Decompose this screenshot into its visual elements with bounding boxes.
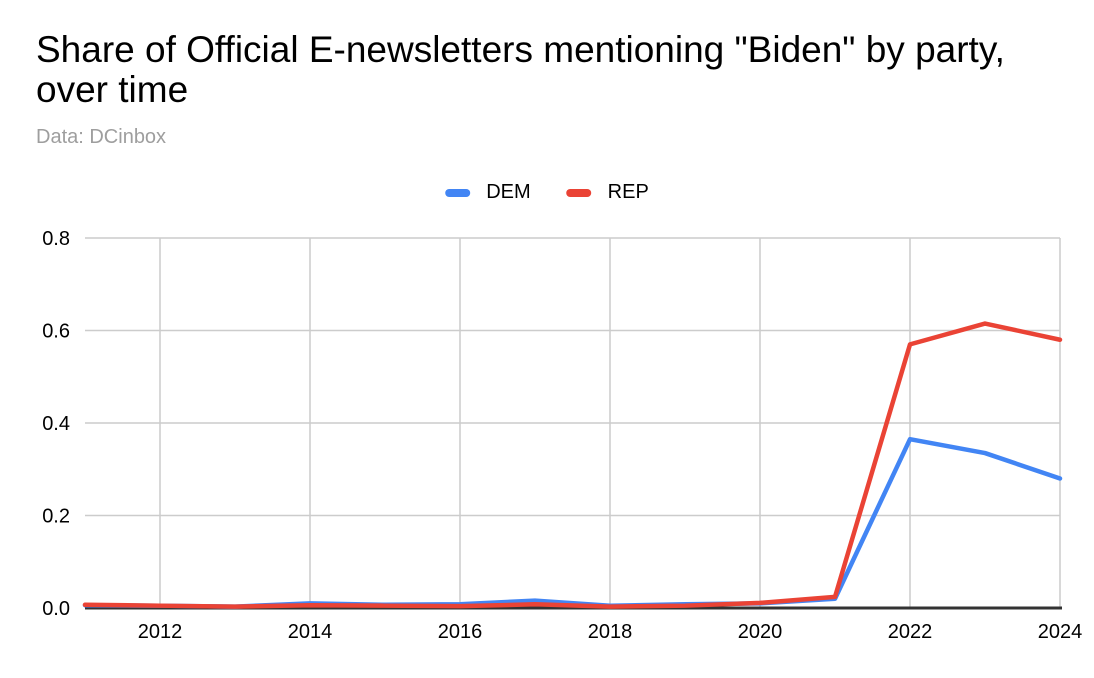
x-tick-label: 2014	[288, 621, 333, 643]
rep-swatch-icon	[566, 188, 592, 197]
series-line-rep	[82, 321, 1063, 609]
series-line-dem	[82, 436, 1063, 609]
x-tick-label: 2020	[738, 621, 783, 643]
legend-item-dem: DEM	[445, 181, 531, 204]
x-tick-label: 2016	[438, 621, 483, 643]
x-tick-label: 2022	[888, 621, 933, 643]
x-tick-label: 2024	[1038, 621, 1083, 643]
y-tick-label: 0.6	[42, 321, 70, 343]
y-tick-label: 0.8	[42, 228, 70, 250]
y-tick-label: 0.4	[42, 413, 70, 435]
chart-subtitle: Data: DCinbox	[36, 126, 167, 148]
chart-title: Share of Official E-newsletters mentioni…	[36, 29, 1005, 110]
x-tick-label: 2018	[588, 621, 633, 643]
legend-label-rep: REP	[607, 181, 649, 203]
x-tick-label: 2012	[138, 621, 183, 643]
y-tick-label: 0.2	[42, 506, 70, 528]
y-tick-label: 0.0	[42, 598, 70, 620]
dem-swatch-icon	[445, 188, 471, 197]
legend: DEM REP	[445, 181, 649, 204]
legend-label-dem: DEM	[486, 181, 531, 203]
legend-item-rep: REP	[566, 181, 649, 204]
